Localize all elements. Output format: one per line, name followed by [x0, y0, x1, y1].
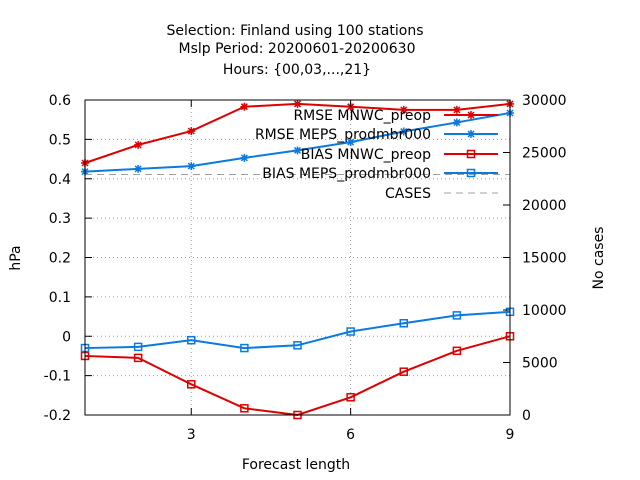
- y2-tick-label: 20000: [522, 198, 567, 214]
- star-marker: [467, 111, 475, 119]
- star-core: [454, 120, 460, 125]
- y-tick-label: 0: [62, 329, 71, 345]
- y-tick-label: 0.6: [49, 93, 71, 109]
- title-line-2: Mslp Period: 20200601-20200630: [179, 41, 416, 57]
- star-marker: [240, 153, 249, 162]
- star-core: [242, 155, 247, 161]
- square-marker: [452, 346, 462, 356]
- square-marker: [399, 367, 408, 376]
- star-core: [348, 139, 353, 145]
- legend-label: RMSE MEPS_prodmbr000: [255, 127, 431, 143]
- star-core: [189, 163, 194, 169]
- square-marker: [293, 341, 302, 350]
- star-core: [189, 128, 194, 134]
- star-marker: [187, 127, 196, 136]
- star-core: [135, 142, 141, 148]
- star-core: [295, 148, 300, 153]
- square-marker: [346, 393, 355, 402]
- star-core: [295, 101, 300, 107]
- star-core: [454, 107, 460, 113]
- square-marker: [187, 380, 196, 389]
- legend-label: CASES: [385, 186, 431, 202]
- star-marker: [187, 162, 196, 171]
- star-marker: [452, 105, 461, 114]
- y-tick-label: -0.2: [44, 408, 71, 424]
- star-marker: [452, 118, 461, 127]
- title-line-3: Hours: {00,03,...,21}: [223, 62, 371, 78]
- square-marker: [466, 149, 476, 159]
- star-core: [468, 131, 474, 137]
- star-marker: [134, 140, 143, 149]
- square-marker: [240, 343, 249, 353]
- legend-entry: CASES: [385, 186, 498, 202]
- y2-tick-label: 15000: [522, 251, 567, 267]
- legend-entry: BIAS MEPS_prodmbr000: [262, 166, 498, 182]
- star-marker: [240, 102, 249, 111]
- star-marker: [346, 138, 355, 147]
- legend: RMSE MNWC_preop RMSE MEPS_prodmbr000 BIAS …: [255, 108, 498, 202]
- star-core: [468, 112, 474, 118]
- legend-entry: RMSE MEPS_prodmbr000: [255, 127, 498, 143]
- star-marker: [293, 146, 302, 155]
- chart-title: Selection: Finland using 100 stations Ms…: [166, 23, 423, 78]
- y2-axis-label: No cases: [591, 227, 607, 290]
- x-axis-ticks: 3 6 9: [187, 100, 515, 443]
- star-marker: [293, 99, 302, 108]
- star-marker: [134, 164, 143, 173]
- x-tick-label: 3: [187, 427, 196, 443]
- x-tick-label: 6: [346, 427, 355, 443]
- star-core: [401, 129, 406, 134]
- square-marker: [466, 168, 476, 178]
- y-tick-label: 0.2: [49, 251, 71, 267]
- legend-label: BIAS MNWC_preop: [301, 147, 431, 163]
- y2-tick-label: 0: [522, 408, 531, 424]
- y-axis-ticks: -0.2 -0.1 0 0.1 0.2 0.3 0.4 0.5 0.6: [44, 93, 92, 424]
- grid-lines: [85, 100, 510, 415]
- x-axis-label: Forecast length: [242, 457, 350, 473]
- series-line: [84, 310, 511, 350]
- square-marker: [399, 319, 408, 328]
- title-line-1: Selection: Finland using 100 stations: [166, 23, 423, 39]
- legend-entry: RMSE MNWC_preop: [293, 108, 498, 124]
- y-axis-label: hPa: [8, 245, 24, 270]
- y-tick-label: 0.5: [49, 132, 71, 148]
- square-marker: [346, 327, 355, 336]
- y2-tick-label: 10000: [522, 303, 567, 319]
- x-tick-label: 9: [506, 427, 515, 443]
- legend-entry: BIAS MNWC_preop: [301, 147, 498, 163]
- star-core: [135, 166, 141, 172]
- legend-label: BIAS MEPS_prodmbr000: [262, 166, 431, 182]
- legend-label: RMSE MNWC_preop: [293, 108, 431, 124]
- star-marker: [399, 127, 408, 136]
- square-marker: [240, 404, 249, 413]
- y-tick-label: 0.3: [49, 211, 71, 227]
- star-marker: [399, 105, 408, 114]
- y2-axis-ticks: 0 5000 10000 15000 20000 25000 30000: [503, 93, 567, 424]
- star-marker: [467, 130, 475, 138]
- series-3: [80, 307, 515, 353]
- y2-tick-label: 5000: [522, 356, 558, 372]
- y-tick-label: 0.4: [49, 172, 71, 188]
- series-layer: [80, 99, 515, 420]
- star-core: [242, 104, 247, 109]
- y-tick-label: 0.1: [49, 290, 71, 306]
- square-marker: [187, 335, 196, 345]
- square-marker: [133, 353, 143, 363]
- square-marker: [133, 342, 143, 352]
- star-core: [401, 107, 406, 113]
- y2-tick-label: 30000: [522, 93, 567, 109]
- y2-tick-label: 25000: [522, 146, 567, 162]
- y-tick-label: -0.1: [44, 369, 71, 385]
- square-marker: [452, 311, 462, 320]
